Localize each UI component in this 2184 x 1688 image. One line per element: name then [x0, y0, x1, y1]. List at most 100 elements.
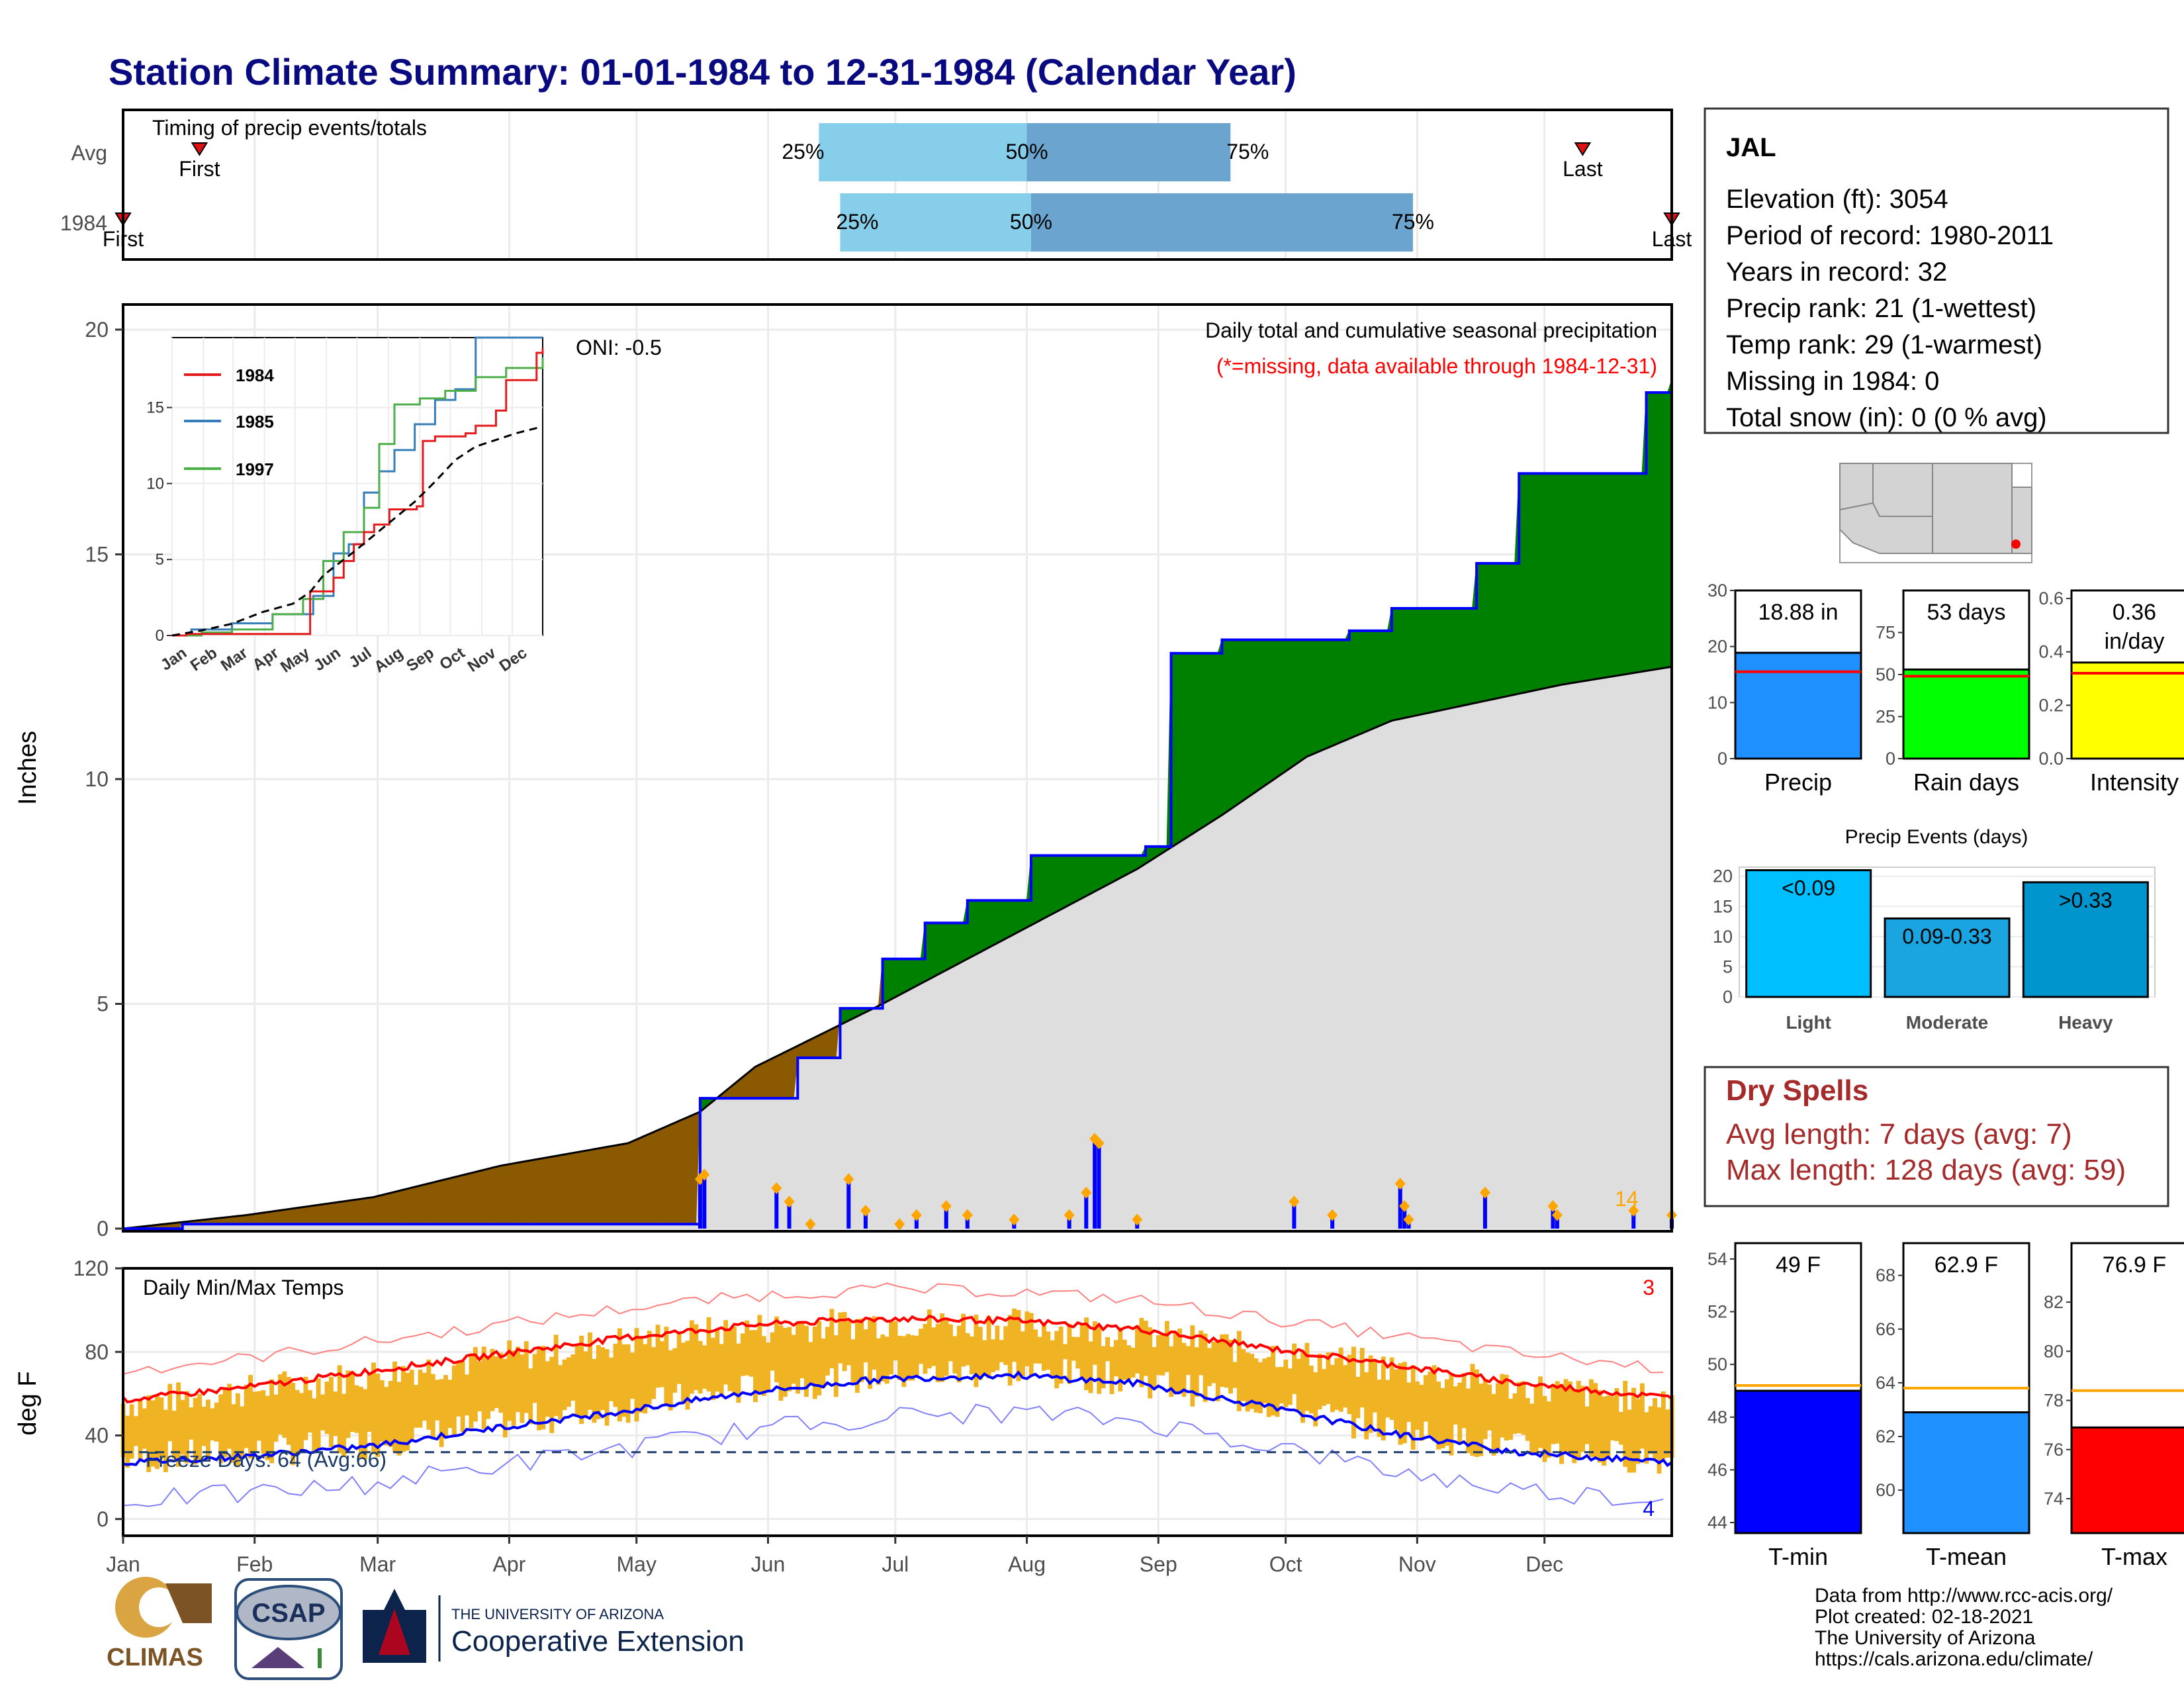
- deficit-area: [487, 1167, 493, 1225]
- surplus-area: [1319, 639, 1324, 752]
- deficit-area: [772, 1055, 777, 1099]
- deficit-area: [580, 1150, 586, 1225]
- daily-temp-bar: [1113, 1340, 1118, 1377]
- daily-temp-bar: [396, 1382, 402, 1456]
- daily-temp-bar: [490, 1348, 495, 1411]
- daily-temp-bar: [604, 1348, 610, 1426]
- events-bar: [1745, 869, 1872, 998]
- daily-temp-bar: [295, 1389, 300, 1454]
- daily-temp-bar: [1250, 1354, 1255, 1409]
- summary-value-label: 49 F: [1776, 1252, 1821, 1278]
- dry-spells-avg: Avg length: 7 days (avg: 7): [1726, 1118, 2072, 1150]
- deficit-area: [292, 1207, 298, 1225]
- daily-temp-bar: [1292, 1343, 1297, 1394]
- daily-temp-bar: [1563, 1379, 1569, 1452]
- surplus-area: [890, 959, 896, 1000]
- daily-temp-bar: [1245, 1352, 1250, 1412]
- surplus-area: [907, 959, 913, 991]
- daily-temp-bar: [919, 1329, 923, 1364]
- daily-temp-bar: [367, 1373, 372, 1432]
- surplus-area: [1510, 563, 1516, 696]
- daily-precip-bar: [1551, 1206, 1555, 1229]
- surplus-area: [1442, 608, 1447, 711]
- deficit-area: [610, 1145, 616, 1225]
- surplus-area: [1103, 855, 1108, 888]
- daily-temp-bar: [1266, 1356, 1271, 1417]
- surplus-area: [1234, 639, 1240, 808]
- precip-summary-bars: 0 10 20 30 18.88 in Precip 0 25 50 75 53 days Rain …: [1707, 581, 2184, 796]
- daily-temp-bar: [1555, 1381, 1560, 1444]
- daily-temp-bar: [1436, 1382, 1441, 1450]
- surplus-area: [958, 922, 964, 964]
- summary-bar-label: Rain days: [1913, 769, 2019, 796]
- daily-temp-bar: [1024, 1311, 1030, 1366]
- summary-ytick-label: 50: [1707, 1354, 1727, 1374]
- deficit-area: [318, 1203, 323, 1225]
- deficit-area: [687, 1115, 692, 1225]
- surplus-area: [1539, 473, 1545, 690]
- station-info-line: Period of record: 1980-2011: [1726, 221, 2054, 250]
- daily-temp-bar: [1050, 1340, 1055, 1376]
- daily-temp-bar: [1415, 1381, 1420, 1430]
- daily-precip-bar: [787, 1201, 792, 1229]
- month-tick-label: Apr: [492, 1552, 525, 1576]
- daily-temp-bar: [1512, 1393, 1518, 1434]
- daily-temp-bar: [1542, 1395, 1547, 1462]
- deficit-area: [343, 1200, 349, 1225]
- daily-temp-bar: [1385, 1380, 1390, 1418]
- deficit-area: [670, 1122, 675, 1225]
- credits: Data from http://www.rcc-acis.org/ Plot …: [1815, 1585, 2113, 1670]
- daily-temp-bar: [392, 1361, 397, 1452]
- daily-temp-bar: [1394, 1369, 1398, 1430]
- daily-temp-bar: [596, 1344, 601, 1420]
- daily-temp-bar: [349, 1371, 355, 1432]
- credit-line-4: https://cals.arizona.edu/climate/: [1815, 1648, 2093, 1670]
- daily-temp-bar: [846, 1321, 851, 1366]
- daily-temp-bar: [252, 1391, 257, 1453]
- daily-temp-bar: [1445, 1379, 1449, 1446]
- daily-temp-bar: [1075, 1336, 1081, 1369]
- daily-temp-bar: [299, 1393, 304, 1452]
- deficit-area: [636, 1137, 641, 1225]
- deficit-area: [296, 1207, 302, 1225]
- surplus-area: [1077, 855, 1083, 902]
- daily-temp-bar: [1419, 1385, 1424, 1441]
- temp-ylabel: deg F: [14, 1371, 42, 1435]
- daily-temp-bar: [418, 1369, 423, 1428]
- events-bar: [2022, 881, 2149, 998]
- daily-temp-bar: [1359, 1348, 1365, 1408]
- daily-precip-marker: [1547, 1200, 1559, 1213]
- daily-temp-bar: [736, 1343, 741, 1403]
- daily-temp-bar: [965, 1333, 970, 1366]
- month-tick-label: Aug: [1008, 1552, 1046, 1576]
- surplus-area: [1395, 608, 1401, 720]
- daily-temp-bar: [345, 1370, 351, 1438]
- daily-temp-bar: [1152, 1347, 1157, 1389]
- daily-temp-bar: [562, 1359, 567, 1411]
- daily-temp-bar: [723, 1320, 729, 1385]
- summary-value-label: 18.88 in: [1758, 600, 1839, 625]
- deficit-area: [615, 1144, 620, 1225]
- daily-temp-bar: [1148, 1327, 1153, 1399]
- daily-temp-bar: [1130, 1347, 1136, 1378]
- credit-line-3: The University of Arizona: [1815, 1627, 2036, 1649]
- surplus-area: [1264, 639, 1269, 787]
- surplus-area: [1451, 608, 1456, 709]
- summary-bar: [2070, 1426, 2184, 1534]
- daily-temp-bar: [291, 1382, 296, 1466]
- daily-temp-bar: [1322, 1369, 1326, 1406]
- surplus-area: [1048, 855, 1053, 917]
- credit-line-2: Plot created: 02-18-2021: [1815, 1606, 2033, 1628]
- surplus-area: [1459, 608, 1465, 707]
- daily-temp-bar: [1343, 1365, 1348, 1408]
- surplus-area: [1090, 855, 1095, 894]
- surplus-area: [1302, 639, 1308, 761]
- daily-temp-bar: [668, 1350, 673, 1411]
- surplus-area: [992, 900, 998, 947]
- daily-temp-bar: [159, 1397, 164, 1458]
- deficit-area: [627, 1141, 633, 1225]
- daily-temp-bar: [1504, 1374, 1509, 1441]
- daily-temp-bar: [1602, 1396, 1607, 1466]
- month-tick-label: Feb: [236, 1552, 273, 1576]
- deficit-area: [780, 1051, 786, 1099]
